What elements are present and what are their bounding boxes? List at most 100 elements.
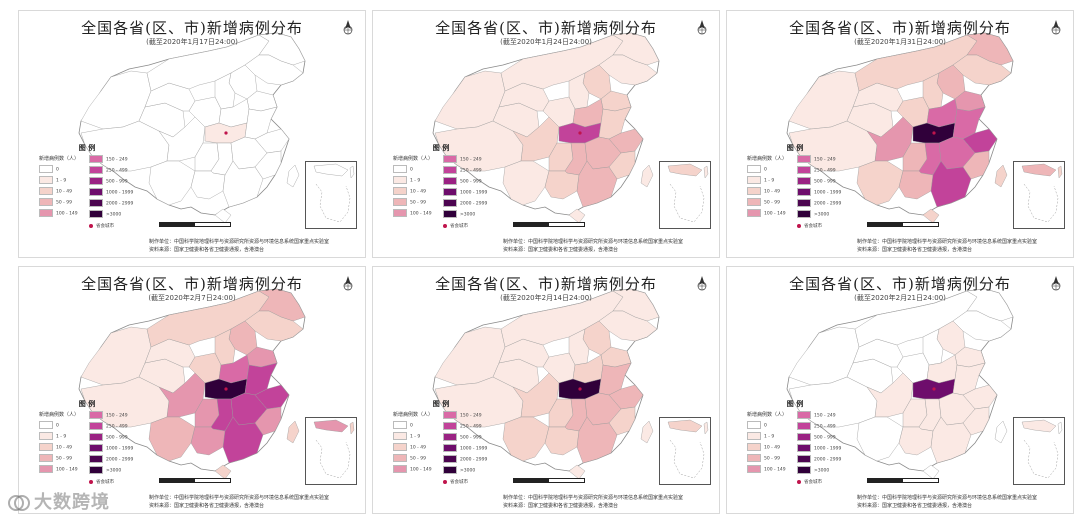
north-arrow-icon	[697, 276, 707, 291]
south-china-sea-inset	[1013, 417, 1065, 485]
province-yunnan	[148, 160, 196, 206]
legend-label: 50 - 99	[56, 200, 72, 206]
legend-swatch	[747, 432, 761, 440]
legend-item: 50 - 99	[39, 198, 72, 206]
legend-label: 1 - 9	[764, 434, 775, 440]
legend-item: 1000 - 1999	[797, 444, 842, 452]
credit-line: 资料来源：国家卫健委和各省卫健委通报，含港澳台	[857, 247, 973, 253]
legend-swatch	[747, 421, 761, 429]
credit-line: 制作单位：中国科学院地理科学与资源研究所资源与环境信息系统国家重点实验室	[503, 239, 684, 245]
legend-item: 2000 - 2999	[443, 199, 487, 207]
capital-dot-icon	[443, 223, 447, 228]
legend-swatch	[39, 465, 53, 473]
map-legend: 图 例新增病例数（人） 0 1 - 9 10 - 49 50 - 99 100 - 149…	[745, 399, 845, 487]
legend-item: 50 - 99	[393, 198, 426, 206]
legend-label: 10 - 49	[410, 445, 426, 451]
legend-swatch	[89, 166, 103, 174]
legend-item: 1000 - 1999	[89, 444, 134, 452]
legend-title: 图 例	[78, 144, 96, 152]
legend-label: 50 - 99	[764, 456, 780, 462]
legend-item: 10 - 49	[747, 187, 780, 195]
legend-swatch	[89, 199, 103, 207]
legend-item: 100 - 149	[747, 209, 786, 217]
legend-label: 1000 - 1999	[460, 446, 488, 452]
legend-swatch	[443, 422, 457, 430]
legend-label: 500 - 999	[460, 435, 482, 441]
legend-label: 250 - 499	[460, 424, 482, 430]
map-title: 全国各省(区、市)新增病例分布	[789, 275, 1011, 293]
legend-swatch	[443, 433, 457, 441]
map-credit: 制作单位：中国科学院地理科学与资源研究所资源与环境信息系统国家重点实验室 资料来源…	[503, 494, 713, 510]
legend-item: 0	[747, 165, 767, 173]
legend-item: 0	[393, 421, 413, 429]
legend-item: 10 - 49	[393, 443, 426, 451]
legend-label: 1000 - 1999	[106, 446, 134, 452]
legend-capital: 省会城市	[89, 223, 114, 229]
legend-label: >3000	[106, 468, 122, 474]
legend-label: 1000 - 1999	[814, 446, 842, 452]
scale-bar	[159, 478, 231, 483]
legend-item: 2000 - 2999	[797, 455, 841, 463]
map-legend: 图 例新增病例数（人） 0 1 - 9 10 - 49 50 - 99 100 - 149…	[391, 399, 491, 487]
legend-label: 2000 - 2999	[106, 201, 134, 207]
map-date: (截至2020年2月14日24:00)	[500, 294, 592, 302]
legend-swatch	[393, 209, 407, 217]
legend-swatch	[797, 455, 811, 463]
legend-title: 图 例	[432, 144, 450, 152]
legend-swatch	[39, 209, 53, 217]
legend-swatch	[89, 422, 103, 430]
capital-dot-icon	[797, 223, 801, 228]
legend-item: 150 - 249	[797, 411, 836, 419]
china-choropleth-map	[786, 288, 1014, 480]
north-arrow-icon	[343, 20, 353, 35]
capital-dot-icon	[797, 479, 801, 484]
map-credit: 制作单位：中国科学院地理科学与资源研究所资源与环境信息系统国家重点实验室 资料来源…	[503, 238, 713, 254]
legend-item: 500 - 999	[443, 433, 482, 441]
legend-item: 100 - 149	[393, 465, 432, 473]
legend-label: 150 - 249	[106, 413, 128, 419]
legend-label: 100 - 149	[764, 211, 786, 217]
province-yunnan	[502, 416, 550, 462]
map-credit: 制作单位：中国科学院地理科学与资源研究所资源与环境信息系统国家重点实验室 资料来源…	[857, 494, 1067, 510]
legend-item: 150 - 249	[443, 155, 482, 163]
south-china-sea-inset	[305, 161, 357, 229]
legend-item: >3000	[89, 466, 122, 474]
legend-swatch	[89, 411, 103, 419]
province-guangdong	[222, 416, 264, 464]
legend-label: 150 - 249	[460, 413, 482, 419]
legend-item: 2000 - 2999	[89, 199, 134, 207]
legend-capital-label: 省会城市	[804, 480, 822, 485]
legend-item: 2000 - 2999	[443, 455, 487, 463]
legend-swatch	[89, 188, 103, 196]
legend-item: 2000 - 2999	[89, 455, 133, 463]
legend-label: 0	[56, 423, 59, 429]
legend-swatch	[393, 198, 407, 206]
legend-label: 500 - 999	[814, 435, 836, 441]
credit-line: 制作单位：中国科学院地理科学与资源研究所资源与环境信息系统国家重点实验室	[857, 495, 1038, 501]
province-hainan	[214, 208, 232, 224]
legend-capital-label: 省会城市	[804, 224, 822, 229]
legend-item: 0	[39, 165, 59, 173]
north-arrow-icon	[1051, 276, 1061, 291]
map-panel: 全国各省(区、市)新增病例分布 (截至2020年1月24日24:00) 图 例新增病…	[372, 10, 720, 258]
legend-swatch	[393, 176, 407, 184]
legend-item: 150 - 249	[89, 411, 128, 419]
legend-item: 10 - 49	[747, 443, 780, 451]
legend-swatch	[443, 188, 457, 196]
legend-item: 250 - 499	[443, 422, 482, 430]
legend-swatch	[89, 444, 103, 452]
legend-title: 图 例	[786, 144, 804, 152]
legend-swatch	[39, 454, 53, 462]
legend-item: 1 - 9	[39, 432, 66, 440]
legend-swatch	[89, 455, 103, 463]
legend-swatch	[393, 187, 407, 195]
north-arrow-icon	[1051, 20, 1061, 35]
map-legend: 图 例新增病例数（人） 0 1 - 9 10 - 49 50 - 99 100 - 149…	[391, 143, 491, 231]
south-china-sea-inset	[305, 417, 357, 485]
credit-line: 资料来源：国家卫健委和各省卫健委通报，含港澳台	[503, 247, 619, 253]
legend-item: 50 - 99	[747, 454, 780, 462]
legend-swatch	[39, 176, 53, 184]
map-panel: 全国各省(区、市)新增病例分布 (截至2020年1月17日24:00) 图 例新增病…	[18, 10, 366, 258]
province-taiwan	[286, 420, 300, 444]
legend-swatch	[747, 454, 761, 462]
